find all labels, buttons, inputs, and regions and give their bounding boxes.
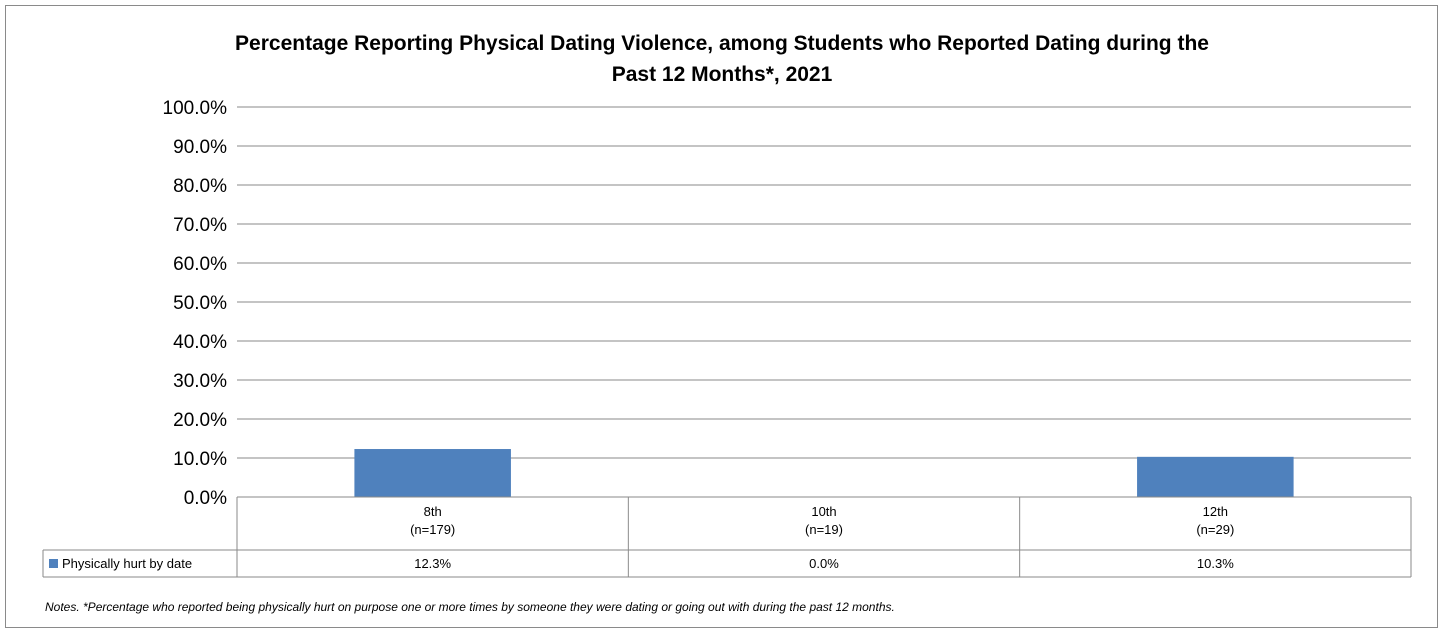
y-tick-label: 80.0%: [173, 176, 227, 197]
y-tick-label: 40.0%: [173, 332, 227, 353]
gridlines: [237, 106, 1411, 459]
y-tick-label: 100.0%: [163, 98, 228, 119]
y-tick-label: 30.0%: [173, 371, 227, 392]
category-label: 10th: [811, 504, 836, 519]
category-label: (n=29): [1196, 522, 1234, 537]
chart-note: Notes. *Percentage who reported being ph…: [45, 600, 895, 614]
bar: [354, 449, 511, 497]
y-tick-label: 0.0%: [184, 488, 227, 509]
bar: [1137, 456, 1294, 497]
bars: [354, 449, 1294, 497]
legend-label: Physically hurt by date: [62, 556, 192, 571]
y-tick-label: 10.0%: [173, 449, 227, 470]
chart-title-line-1: Percentage Reporting Physical Dating Vio…: [235, 32, 1209, 55]
category-label: 12th: [1203, 504, 1228, 519]
y-tick-label: 70.0%: [173, 215, 227, 236]
chart-canvas: Percentage Reporting Physical Dating Vio…: [42, 32, 1412, 614]
data-label: 10.3%: [1197, 556, 1234, 571]
y-tick-label: 20.0%: [173, 410, 227, 431]
y-tick-label: 60.0%: [173, 254, 227, 275]
data-label: 12.3%: [414, 556, 451, 571]
y-tick-label: 50.0%: [173, 293, 227, 314]
y-axis-ticks: 0.0% 10.0% 20.0% 30.0% 40.0% 50.0% 60.0% 70.0% 8…: [163, 98, 228, 509]
chart-frame: Percentage Reporting Physical Dating Vio…: [5, 5, 1438, 628]
category-label: 8th: [424, 504, 442, 519]
data-label: 0.0%: [809, 556, 839, 571]
data-table: 8th (n=179) 10th (n=19) 12th (n=29) Physically…: [42, 496, 1412, 578]
legend-swatch: [49, 559, 58, 568]
y-tick-label: 90.0%: [173, 137, 227, 158]
chart-title-line-2: Past 12 Months*, 2021: [612, 63, 833, 86]
category-label: (n=19): [805, 522, 843, 537]
category-label: (n=179): [410, 522, 455, 537]
